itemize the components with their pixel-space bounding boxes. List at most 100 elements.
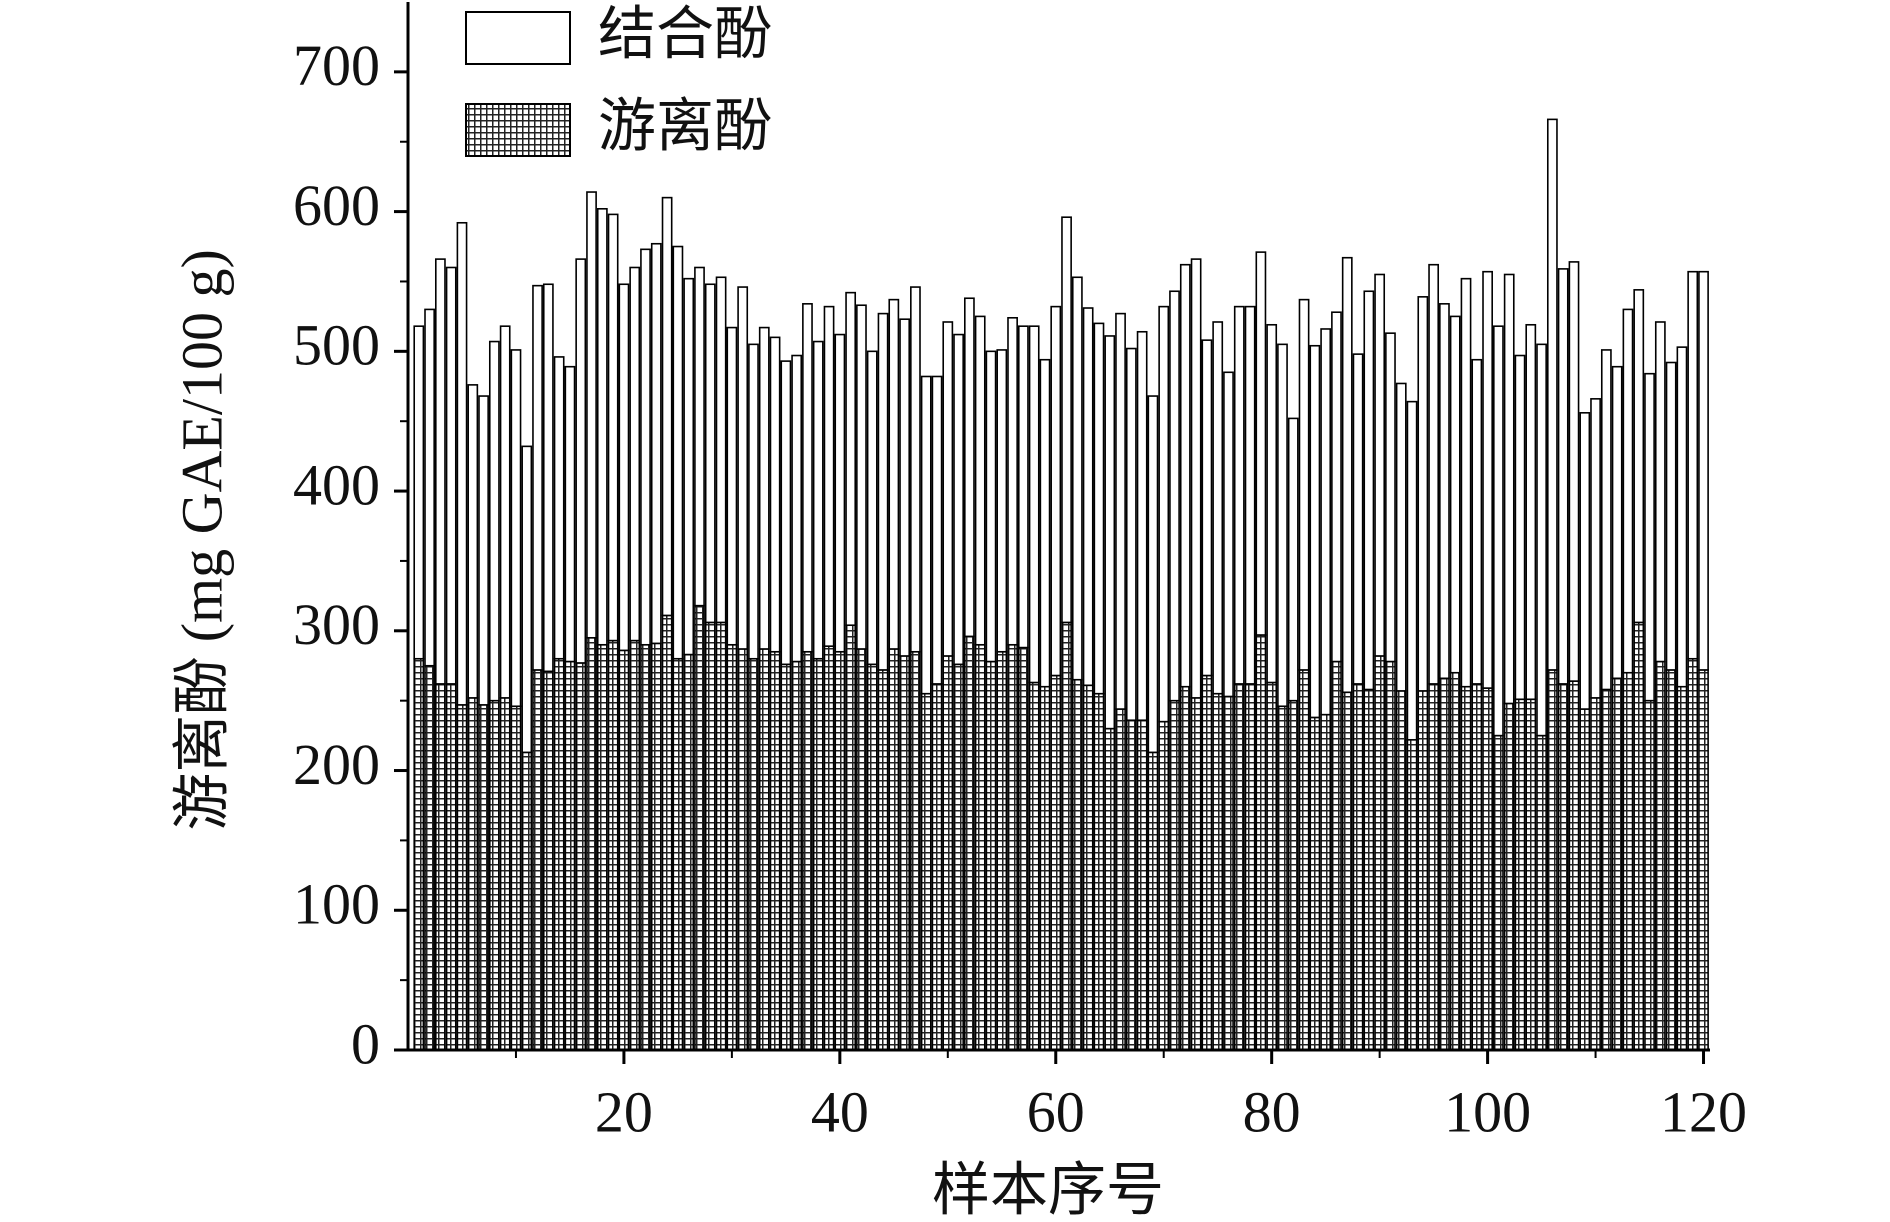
bar-segment: [769, 336, 781, 653]
bar-segment: [607, 213, 619, 642]
bar-segment: [856, 648, 867, 1051]
bar-segment: [1590, 398, 1601, 699]
bar-segment: [413, 325, 425, 660]
bar-segment: [1039, 358, 1051, 688]
bar-segment: [521, 445, 533, 754]
bar-segment: [1255, 634, 1267, 1051]
bar-segment: [1104, 335, 1116, 730]
bar-segment: [1277, 705, 1288, 1051]
bar-segment: [780, 360, 792, 666]
bar-segment: [1698, 270, 1709, 671]
bar-segment: [748, 343, 759, 660]
bar-segment: [1061, 216, 1072, 624]
bar-segment: [1158, 720, 1170, 1051]
bar-segment: [445, 683, 457, 1051]
bar-segment: [510, 705, 522, 1051]
bar-segment: [1557, 683, 1569, 1051]
bar-segment: [1287, 699, 1299, 1051]
bar-segment: [1417, 690, 1429, 1051]
bar-segment: [1536, 734, 1547, 1051]
bar-segment: [424, 308, 435, 667]
bar-segment: [1395, 690, 1407, 1051]
bar-segment: [510, 349, 522, 708]
bar-segment: [1482, 270, 1493, 689]
bar-segment: [1331, 311, 1342, 663]
bar-segment: [877, 312, 889, 671]
bar-segment: [586, 636, 597, 1051]
bar-segment: [931, 375, 943, 685]
bar-segment: [564, 365, 576, 663]
bar-segment: [521, 751, 533, 1051]
y-tick-label: 100: [293, 872, 380, 937]
bar-segment: [1633, 621, 1645, 1051]
bar-segment: [1503, 702, 1515, 1051]
bar-segment: [1363, 688, 1375, 1051]
bar-segment: [1007, 316, 1018, 646]
bar-segment: [1654, 321, 1666, 663]
bar-segment: [586, 191, 597, 639]
bar-segment: [985, 350, 997, 663]
bar-segment: [672, 245, 684, 660]
bar-segment: [996, 650, 1008, 1051]
bar-segment: [1287, 417, 1299, 702]
bar-segment: [596, 208, 608, 646]
bar-segment: [964, 297, 975, 638]
bar-segment: [1352, 683, 1364, 1051]
bar-segment: [1514, 698, 1526, 1051]
bar-segment: [974, 643, 986, 1051]
bar-segment: [1071, 276, 1083, 681]
bar-segment: [1374, 655, 1386, 1051]
bar-segment: [553, 356, 565, 660]
bar-segment: [1471, 683, 1483, 1051]
bar-segment: [618, 649, 630, 1051]
bar-segment: [1687, 270, 1699, 660]
bar-segment: [1600, 688, 1612, 1051]
bar-segment: [812, 340, 824, 660]
bar-segment: [1698, 669, 1709, 1051]
bar-segment: [1233, 305, 1245, 685]
bar-segment: [1525, 698, 1537, 1051]
bar-segment: [942, 321, 954, 657]
bar-segment: [467, 384, 479, 699]
bar-segment: [575, 258, 587, 664]
bar-segment: [1082, 684, 1094, 1051]
x-tick-label: 80: [1243, 1079, 1301, 1144]
bar-segment: [629, 266, 641, 642]
bar-segment: [488, 699, 500, 1051]
bar-segment: [1439, 677, 1450, 1051]
bar-segment: [618, 283, 630, 652]
bar-segment: [1028, 681, 1040, 1051]
bar-segment: [683, 653, 695, 1051]
bar-segment: [1406, 738, 1418, 1051]
bar-segment: [650, 642, 662, 1051]
bar-segment: [1385, 332, 1396, 663]
x-tick-label: 20: [595, 1079, 653, 1144]
bar-segment: [499, 325, 511, 699]
bar-segment: [1017, 646, 1029, 1051]
bar-segment: [1644, 699, 1655, 1051]
bar-segment: [488, 340, 500, 702]
bar-segment: [1179, 685, 1191, 1051]
bar-segment: [1169, 290, 1180, 702]
bar-segment: [478, 395, 489, 706]
bar-segment: [607, 639, 619, 1051]
bar-segment: [1244, 305, 1256, 685]
bar-segment: [802, 650, 813, 1051]
bar-segment: [920, 692, 932, 1051]
bar-segment: [1201, 339, 1213, 677]
bar-segment: [1633, 289, 1645, 624]
x-tick-label: 100: [1444, 1079, 1531, 1144]
bar-segment: [1093, 322, 1105, 695]
bar-segment: [542, 283, 554, 673]
bar-segment: [661, 614, 673, 1051]
y-tick-label: 0: [351, 1011, 380, 1076]
bar-segment: [1320, 713, 1332, 1051]
bar-segment: [434, 258, 446, 685]
bar-segment: [899, 318, 911, 657]
bar-segment: [1525, 323, 1537, 701]
bar-segment: [1579, 708, 1591, 1051]
bar-segment: [1179, 263, 1191, 688]
bar-segment: [629, 639, 641, 1051]
bar-segment: [1654, 660, 1666, 1051]
